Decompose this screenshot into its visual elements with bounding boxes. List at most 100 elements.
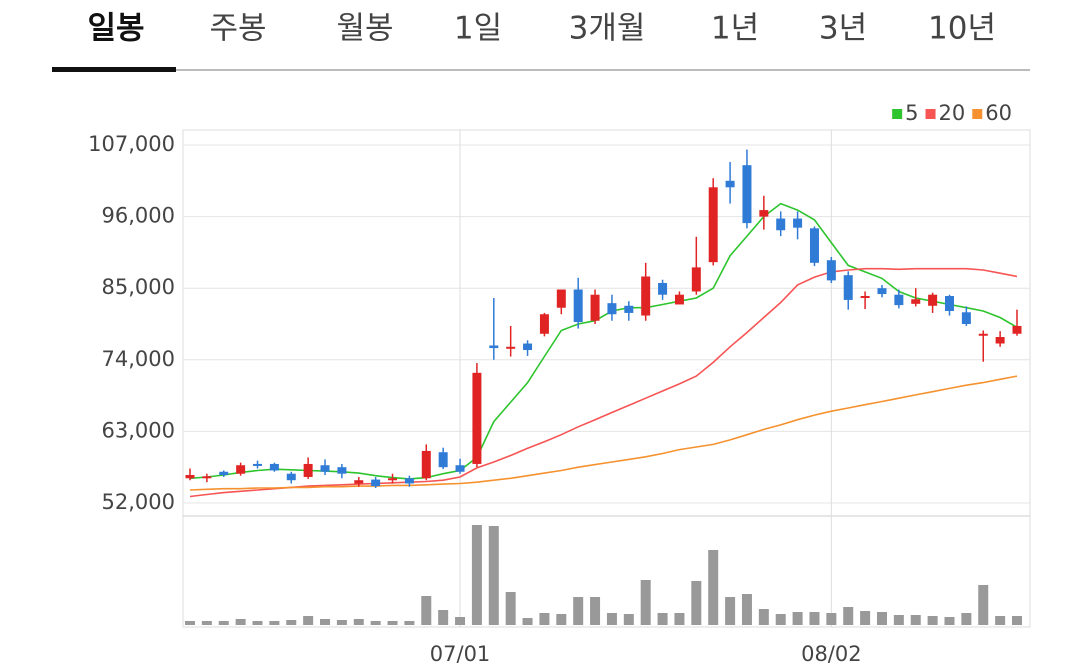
tab[interactable]: 1일 — [454, 11, 502, 47]
candle-body — [641, 276, 651, 316]
plot-frame — [182, 129, 1031, 628]
volume-bar — [860, 611, 871, 625]
ma-line — [189, 267, 1018, 498]
volume-bar — [370, 621, 381, 625]
volume-bar — [978, 585, 989, 625]
volume-bar — [590, 597, 601, 625]
candle-body — [556, 289, 566, 308]
candle-body — [202, 476, 212, 479]
tab[interactable]: 10년 — [928, 11, 996, 47]
y-tick-label: 85,000 — [102, 275, 175, 299]
candle-body — [219, 471, 229, 476]
legend-swatch — [972, 109, 983, 119]
legend-swatch — [892, 109, 903, 119]
candle-body — [725, 180, 735, 188]
y-tick-label: 107,000 — [88, 132, 175, 156]
volume-bar — [320, 619, 331, 625]
tab[interactable]: 월봉 — [336, 11, 393, 47]
candle-body — [337, 467, 347, 474]
active-tab-underline — [52, 67, 176, 72]
candle-body — [269, 463, 279, 471]
candle-body — [911, 299, 921, 304]
volume-bar — [471, 525, 482, 625]
volume-bar — [522, 618, 533, 625]
candle-body — [978, 333, 988, 336]
volume-bar — [623, 614, 634, 625]
candle-body — [961, 312, 971, 324]
candle-body — [320, 465, 330, 472]
volume-bar — [201, 621, 212, 625]
volume-bar — [185, 621, 195, 625]
volume-bar — [944, 617, 955, 625]
volume-bar — [893, 615, 904, 625]
y-tick-label: 63,000 — [102, 418, 175, 442]
volume-bar — [995, 616, 1006, 625]
volume-bar — [640, 580, 651, 625]
candle-body — [523, 343, 533, 351]
volume-bar — [573, 597, 584, 625]
volume-bar — [303, 616, 314, 625]
volume-bar — [353, 619, 364, 625]
candle-body — [995, 337, 1005, 344]
candle-body — [894, 294, 904, 306]
legend-label: 60 — [985, 101, 1012, 125]
volume-bar — [606, 613, 617, 625]
volume-bar — [961, 613, 972, 625]
candle-body — [607, 303, 617, 315]
legend-label: 20 — [939, 101, 966, 125]
volume-bar — [809, 612, 820, 625]
y-tick-label: 52,000 — [102, 490, 175, 514]
candle-body — [506, 346, 516, 349]
volume-bar — [421, 596, 432, 625]
candle-body — [438, 452, 448, 468]
candle-body — [928, 294, 938, 306]
volume-bar — [235, 619, 246, 625]
tab[interactable]: 1년 — [711, 11, 759, 47]
volume-bar — [758, 609, 769, 625]
volume-bar — [876, 612, 887, 625]
ma-line — [189, 375, 1018, 491]
tab[interactable]: 주봉 — [209, 11, 266, 47]
candle-body — [371, 479, 381, 487]
y-tick-label: 74,000 — [102, 347, 175, 371]
candle-body — [185, 475, 195, 479]
candle-body — [877, 288, 887, 295]
tab[interactable]: 3년 — [819, 11, 867, 47]
legend-label: 5 — [905, 101, 918, 125]
volume-bar — [387, 621, 398, 625]
volume-bar — [218, 621, 229, 625]
candle-body — [624, 305, 634, 313]
candle-body — [489, 345, 499, 349]
candle-body — [303, 463, 313, 477]
y-tick-label: 96,000 — [102, 204, 175, 228]
candle-body — [809, 228, 819, 263]
candle-body — [658, 282, 668, 295]
candle-body — [286, 473, 296, 481]
volume-bar — [910, 615, 921, 625]
volume-bar — [927, 616, 938, 625]
volume-bar — [336, 620, 347, 625]
volume-bar — [539, 613, 550, 625]
candle-body — [843, 275, 853, 300]
volume-bar — [657, 613, 668, 625]
volume-bar — [826, 613, 837, 625]
candle-body — [590, 294, 600, 321]
volume-bar — [1012, 616, 1022, 625]
volume-bar — [792, 612, 803, 625]
volume-bar — [252, 621, 263, 625]
candle-body — [573, 289, 583, 323]
candle-body — [455, 465, 465, 472]
tab[interactable]: 일봉 — [87, 11, 144, 47]
volume-bar — [404, 621, 415, 625]
tab[interactable]: 3개월 — [569, 11, 646, 47]
ma-line — [189, 202, 1018, 480]
volume-bar — [269, 621, 280, 625]
candle-body — [354, 480, 364, 484]
candle-body — [388, 478, 398, 481]
candle-body — [421, 450, 431, 479]
volume-bar — [725, 597, 736, 625]
volume-bar — [843, 607, 854, 625]
candle-body — [793, 218, 803, 228]
